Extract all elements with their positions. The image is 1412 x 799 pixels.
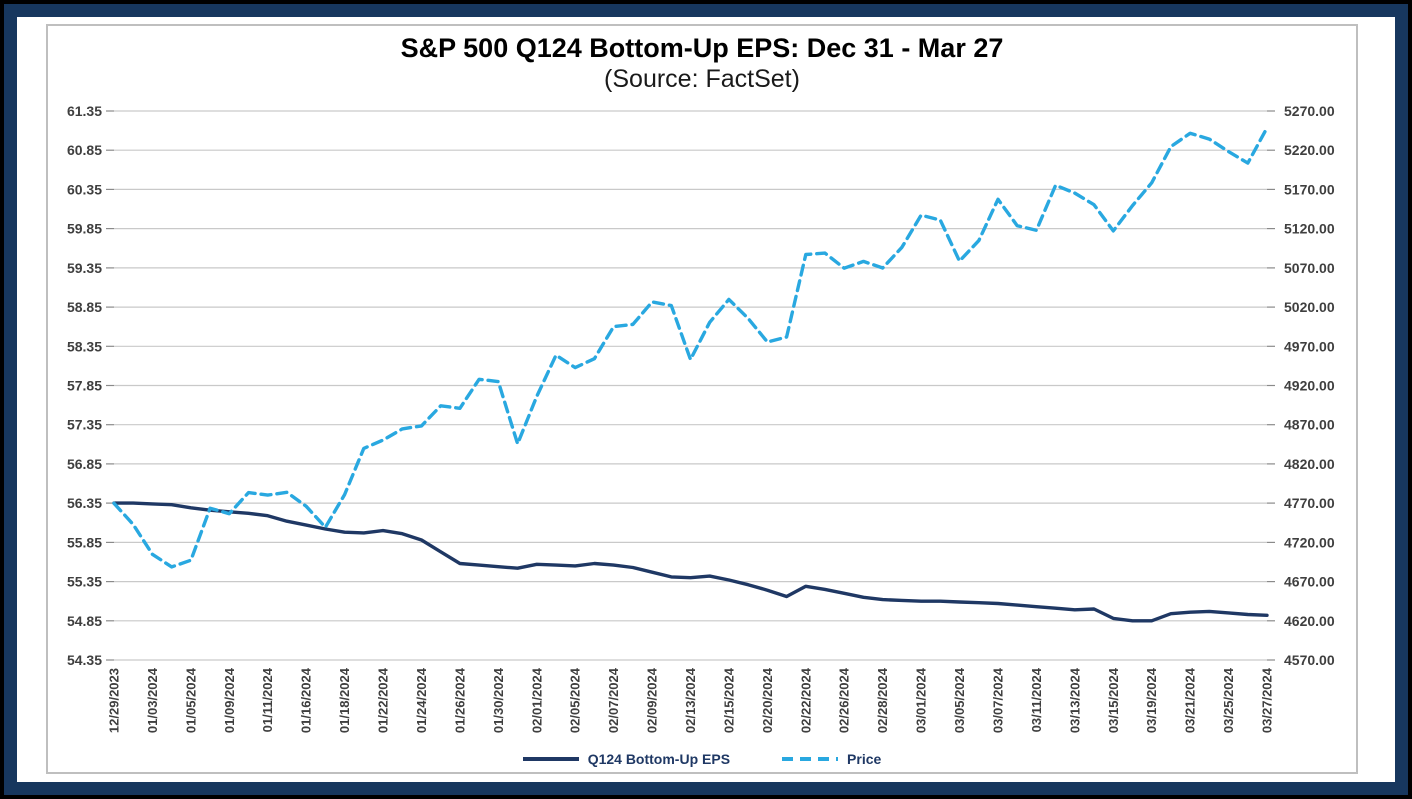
- price-line-sample: [782, 757, 839, 761]
- right-axis-tick-label: 4770.00: [1284, 495, 1335, 511]
- x-axis-tick-label: 03/11/2024: [1029, 667, 1044, 732]
- page-background: 61.35 5270.00 60.85 5220.00 60.35 5170.00 59.8…: [17, 17, 1395, 782]
- right-axis-tick-label: 4670.00: [1284, 574, 1335, 590]
- left-axis-tick-label: 55.85: [67, 534, 102, 550]
- right-axis-tick-label: 5220.00: [1284, 142, 1335, 158]
- right-axis-tick-label: 4720.00: [1284, 534, 1335, 550]
- left-axis-tick-label: 59.85: [67, 221, 102, 237]
- right-axis-tick-label: 5020.00: [1284, 299, 1335, 315]
- x-axis-tick-label: 02/26/2024: [837, 667, 852, 733]
- legend-label-price: Price: [847, 751, 882, 767]
- x-axis-tick-label: 02/22/2024: [798, 667, 813, 733]
- left-axis-tick-label: 54.85: [67, 613, 102, 629]
- x-axis-tick-label: 02/07/2024: [606, 667, 621, 733]
- left-axis-tick-label: 55.35: [67, 574, 102, 590]
- left-axis-tick-label: 57.35: [67, 417, 102, 433]
- right-axis-tick-label: 5270.00: [1284, 103, 1335, 119]
- chart-subtitle: (Source: FactSet): [604, 65, 800, 93]
- x-axis-tick-label: 01/26/2024: [452, 667, 467, 733]
- x-axis-tick-label: 02/20/2024: [760, 667, 775, 733]
- x-axis-tick-label: 02/13/2024: [683, 667, 698, 733]
- x-axis-tick-label: 01/03/2024: [145, 667, 160, 733]
- legend: Q124 Bottom-Up EPS Price: [48, 751, 1356, 767]
- legend-label-eps: Q124 Bottom-Up EPS: [587, 751, 731, 767]
- left-axis-tick-label: 59.35: [67, 260, 102, 276]
- left-axis-tick-label: 60.85: [67, 142, 102, 158]
- price-line: [112, 126, 1269, 569]
- chart-panel: 61.35 5270.00 60.85 5220.00 60.35 5170.00 59.8…: [46, 24, 1358, 774]
- x-axis-tick-label: 03/07/2024: [991, 667, 1006, 733]
- legend-item-eps: Q124 Bottom-Up EPS: [522, 751, 731, 767]
- x-axis-tick-label: 03/15/2024: [1106, 667, 1121, 733]
- left-axis-tick-label: 57.85: [67, 378, 102, 394]
- x-axis-tick-label: 03/01/2024: [914, 667, 929, 733]
- plot-area: 61.35 5270.00 60.85 5220.00 60.35 5170.00 59.8…: [67, 103, 1335, 733]
- left-axis-tick-label: 58.85: [67, 299, 102, 315]
- right-axis-tick-label: 4570.00: [1284, 652, 1335, 668]
- left-axis-tick-label: 56.85: [67, 456, 102, 472]
- x-axis-tick-label: 02/01/2024: [529, 667, 544, 733]
- left-axis-tick-label: 54.35: [67, 652, 102, 668]
- x-axis-tick-label: 02/28/2024: [875, 667, 890, 733]
- left-axis-tick-label: 58.35: [67, 338, 102, 354]
- x-axis-tick-label: 01/05/2024: [183, 667, 198, 733]
- right-axis-tick-label: 4620.00: [1284, 613, 1335, 629]
- right-axis-tick-label: 4870.00: [1284, 417, 1335, 433]
- x-axis-tick-label: 03/25/2024: [1221, 667, 1236, 733]
- legend-item-price: Price: [782, 751, 881, 767]
- x-axis-tick-label: 02/15/2024: [721, 667, 736, 733]
- right-axis-tick-label: 4820.00: [1284, 456, 1335, 472]
- x-axis-tick-label: 01/09/2024: [222, 667, 237, 733]
- eps-line: [112, 501, 1269, 623]
- right-axis-tick-label: 4920.00: [1284, 378, 1335, 394]
- x-axis-tick-label: 01/16/2024: [299, 667, 314, 733]
- chart-title: S&P 500 Q124 Bottom-Up EPS: Dec 31 - Mar…: [400, 33, 1004, 63]
- x-axis-tick-label: 02/09/2024: [645, 667, 660, 733]
- outer-navy-frame: 61.35 5270.00 60.85 5220.00 60.35 5170.00 59.8…: [4, 4, 1408, 795]
- eps-line-sample: [522, 757, 579, 761]
- right-axis-tick-label: 5070.00: [1284, 260, 1335, 276]
- right-axis-tick-label: 5120.00: [1284, 221, 1335, 237]
- right-axis-tick-label: 4970.00: [1284, 338, 1335, 354]
- x-axis-tick-label: 03/05/2024: [952, 667, 967, 733]
- x-axis-tick-label: 01/22/2024: [376, 667, 391, 733]
- left-axis-tick-label: 61.35: [67, 103, 102, 119]
- x-axis-tick-label: 01/30/2024: [491, 667, 506, 733]
- x-axis-tick-label: 01/24/2024: [414, 667, 429, 733]
- left-axis-tick-label: 56.35: [67, 495, 102, 511]
- right-axis-tick-label: 5170.00: [1284, 181, 1335, 197]
- x-axis-tick-label: 02/05/2024: [568, 667, 583, 733]
- x-axis-tick-label: 03/19/2024: [1144, 667, 1159, 733]
- x-axis-tick-label: 01/11/2024: [260, 667, 275, 732]
- x-axis-tick-label: 01/18/2024: [337, 667, 352, 733]
- x-axis-tick-label: 03/27/2024: [1260, 667, 1275, 733]
- x-axis-tick-label: 12/29/2023: [107, 668, 122, 733]
- left-axis-tick-label: 60.35: [67, 181, 102, 197]
- x-axis-tick-label: 03/13/2024: [1067, 667, 1082, 733]
- x-axis-tick-label: 03/21/2024: [1183, 667, 1198, 733]
